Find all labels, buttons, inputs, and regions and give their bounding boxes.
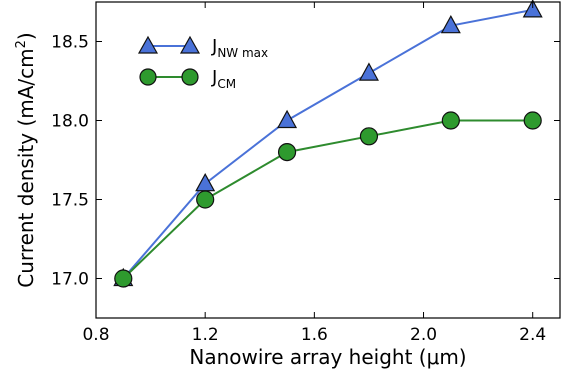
data-point-nw-max <box>277 109 298 129</box>
data-point-cm <box>359 127 379 146</box>
legend-label-cm: JCM <box>211 67 236 91</box>
data-point-nw-max <box>195 172 216 192</box>
y-axis-title: Current density (mA/cm2) <box>14 32 38 287</box>
y-tick-label: 18.0 <box>51 112 89 132</box>
y-tick-label: 17.5 <box>51 191 89 211</box>
y-axis-title-end: ) <box>14 32 38 40</box>
data-point-nw-max <box>358 62 379 81</box>
x-tick-label: 1.6 <box>301 325 328 345</box>
data-point-nw-max <box>522 0 543 18</box>
x-tick-label: 2.4 <box>519 325 546 345</box>
data-point-cm <box>196 190 215 209</box>
y-ticks: 17.0 17.5 18.0 18.5 <box>51 33 560 290</box>
x-ticks: 0.8 1.2 1.6 2.0 2.4 <box>82 2 546 345</box>
series-line-nw-max <box>122 8 533 280</box>
y-axis-title-main: Current density (mA/cm <box>14 48 38 287</box>
legend-marker-circle <box>181 68 199 86</box>
legend-marker-triangle <box>137 35 159 54</box>
legend-entry-nw-max: JNW max <box>137 35 268 60</box>
legend-marker-triangle <box>179 35 201 54</box>
legend: JNW max JCM <box>137 35 268 91</box>
data-point-nw-max <box>440 14 461 34</box>
legend-label-nw-max: JNW max <box>211 36 268 60</box>
y-tick-label: 17.0 <box>51 270 89 290</box>
legend-label-nw-max-main: J <box>211 36 217 57</box>
data-point-cm <box>114 269 133 288</box>
data-point-cm <box>523 111 542 130</box>
y-axis-title-sup: 2 <box>14 40 29 48</box>
x-tick-label: 0.8 <box>82 325 109 345</box>
y-tick-label: 18.5 <box>51 33 89 53</box>
data-point-cm <box>277 143 297 162</box>
legend-marker-circle <box>139 68 157 86</box>
x-tick-label: 2.0 <box>410 325 437 345</box>
x-axis-title: Nanowire array height (μm) <box>189 345 466 369</box>
legend-label-nw-max-sub: NW max <box>217 46 268 60</box>
series-line-cm <box>122 119 533 280</box>
plot-frame <box>95 1 561 319</box>
legend-label-cm-sub: CM <box>217 77 236 91</box>
legend-entry-cm: JCM <box>139 67 236 91</box>
x-tick-label: 1.2 <box>192 325 219 345</box>
plot-marks <box>113 0 543 288</box>
legend-label-cm-main: J <box>211 67 217 88</box>
data-point-cm <box>441 111 460 130</box>
